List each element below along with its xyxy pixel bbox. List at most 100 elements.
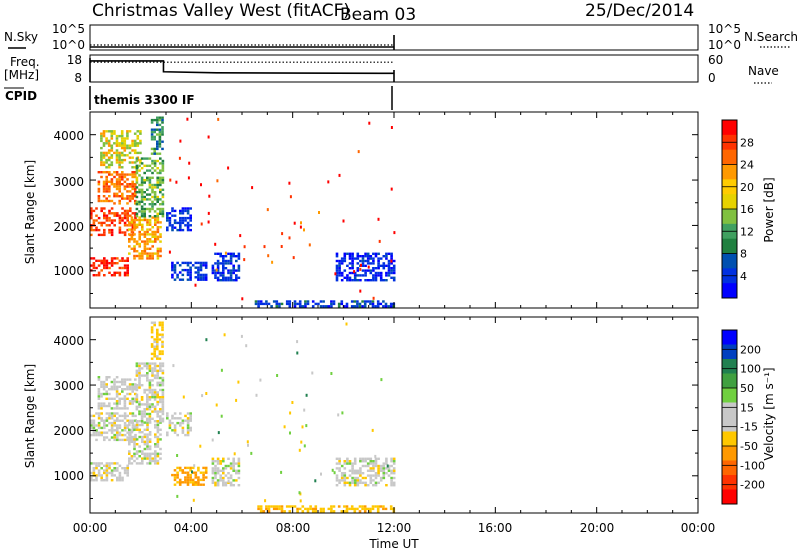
heatmap-cell	[392, 476, 396, 480]
heatmap-cell	[299, 499, 302, 503]
heatmap-cell	[153, 420, 157, 423]
heatmap-cell	[280, 505, 284, 508]
heatmap-cell	[146, 405, 149, 408]
heatmap-cell	[151, 391, 154, 394]
heatmap-cell	[153, 150, 156, 153]
heatmap-cell	[318, 211, 320, 214]
heatmap-cell	[108, 412, 111, 415]
heatmap-cell	[151, 186, 154, 189]
heatmap-cell	[161, 408, 165, 411]
heatmap-cell	[130, 221, 134, 224]
heatmap-cell	[356, 476, 360, 480]
heatmap-cell	[156, 410, 159, 413]
heatmap-cell	[150, 118, 154, 122]
heatmap-cell	[123, 216, 127, 220]
heatmap-cell	[128, 144, 132, 147]
heatmap-cell	[382, 255, 386, 258]
heatmap-cell	[296, 507, 299, 511]
heatmap-cell	[121, 429, 124, 432]
heatmap-cell	[135, 426, 139, 429]
heatmap-cell	[288, 505, 292, 508]
heatmap-cell	[100, 137, 103, 140]
heatmap-cell	[335, 462, 339, 465]
heatmap-cell	[154, 423, 157, 427]
heatmap-cell	[364, 484, 367, 487]
heatmap-cell	[216, 259, 220, 263]
heatmap-cell	[186, 273, 190, 277]
heatmap-cell	[148, 254, 152, 258]
heatmap-cell	[168, 212, 172, 215]
heatmap-cell	[153, 369, 157, 372]
heatmap-cell	[348, 469, 352, 472]
heatmap-cell	[151, 195, 154, 199]
heatmap-cell	[363, 507, 367, 511]
heatmap-cell	[377, 264, 380, 267]
heatmap-cell	[113, 436, 116, 439]
heatmap-cell	[97, 274, 101, 277]
heatmap-cell	[123, 378, 127, 381]
heatmap-cell	[364, 264, 367, 267]
heatmap-cell	[138, 188, 141, 191]
heatmap-cell	[227, 464, 230, 468]
heatmap-cell	[385, 462, 388, 465]
heatmap-cell	[377, 464, 380, 468]
heatmap-cell	[151, 254, 154, 258]
heatmap-cell	[356, 300, 359, 303]
heatmap-cell	[191, 478, 195, 482]
heatmap-cell	[140, 415, 144, 418]
heatmap-cell	[103, 259, 106, 262]
heatmap-cell	[131, 183, 134, 186]
heatmap-cell	[392, 462, 396, 465]
heatmap-cell	[186, 278, 190, 281]
heatmap-cell	[116, 271, 119, 274]
heatmap-cell	[108, 388, 111, 391]
heatmap-cell	[161, 133, 164, 136]
heatmap-cell	[191, 470, 193, 474]
heatmap-cell	[171, 224, 174, 227]
heatmap-cell	[186, 264, 190, 267]
heatmap-cell	[360, 263, 362, 267]
heatmap-cell	[227, 259, 230, 263]
heatmap-cell	[301, 305, 305, 308]
heatmap-cell	[359, 255, 362, 258]
heatmap-cell	[131, 402, 134, 405]
heatmap-cell	[246, 440, 249, 444]
heatmap-cell	[134, 173, 137, 176]
heatmap-cell	[90, 479, 93, 482]
heatmap-cell	[123, 426, 127, 430]
heatmap-cell	[156, 250, 160, 253]
heatmap-cell	[219, 460, 222, 463]
heatmap-cell	[115, 192, 119, 195]
heatmap-cell	[263, 245, 266, 249]
heatmap-cell	[148, 420, 152, 423]
colorbar-swatch	[722, 359, 737, 374]
velocity-ytick-2000: 2000	[53, 424, 84, 438]
heatmap-cell	[304, 302, 307, 306]
heatmap-cell	[338, 469, 341, 472]
heatmap-cell	[189, 412, 192, 415]
heatmap-cell	[202, 466, 205, 470]
heatmap-cell	[146, 455, 149, 458]
heatmap-cell	[372, 279, 375, 282]
heatmap-cell	[148, 247, 152, 250]
heatmap-cell	[128, 183, 132, 186]
heatmap-cell	[303, 228, 305, 232]
heatmap-cell	[134, 400, 137, 403]
heatmap-cell	[113, 429, 116, 432]
heatmap-cell	[374, 484, 378, 487]
heatmap-cell	[135, 369, 139, 372]
heatmap-cell	[131, 197, 134, 200]
heatmap-cell	[100, 139, 103, 143]
heatmap-cell	[372, 469, 375, 472]
heatmap-cell	[214, 474, 217, 477]
heatmap-cell	[92, 424, 96, 427]
heatmap-cell	[100, 269, 103, 272]
heatmap-cell	[288, 236, 291, 240]
heatmap-cell	[153, 396, 157, 399]
heatmap-cell	[299, 225, 302, 229]
heatmap-cell	[154, 218, 157, 222]
heatmap-cell	[138, 233, 141, 236]
heatmap-cell	[95, 476, 98, 479]
heatmap-cell	[181, 471, 185, 474]
